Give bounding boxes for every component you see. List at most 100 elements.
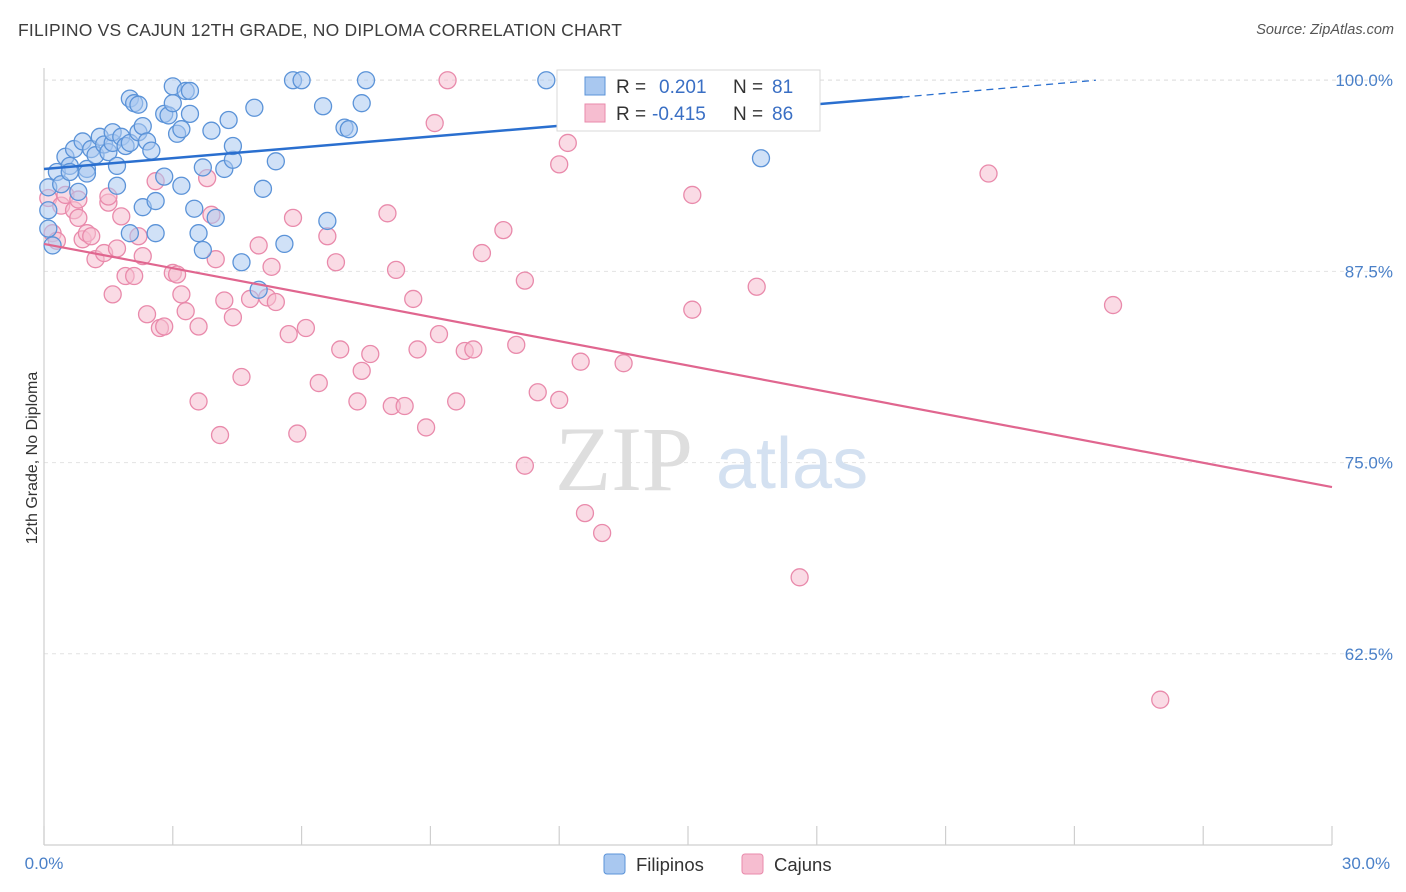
bottom-legend-swatch-cajuns <box>741 853 764 875</box>
filipinos-point <box>751 149 771 168</box>
cajuns-point <box>112 207 131 226</box>
cajuns-point <box>683 185 702 205</box>
filipinos-point <box>180 81 200 101</box>
filipinos-point <box>155 167 174 186</box>
filipinos-point <box>318 211 337 231</box>
filipinos-point <box>133 116 152 136</box>
cajuns-point <box>125 266 144 286</box>
filipinos-point <box>189 224 208 243</box>
legend-n-label-filipinos: N = <box>733 77 763 98</box>
cajuns-point <box>472 243 492 263</box>
filipinos-point <box>172 120 191 139</box>
legend-n-label-cajuns: N = <box>733 104 763 125</box>
cajuns-point <box>558 133 577 153</box>
cajuns-point <box>296 318 316 338</box>
filipinos-point <box>172 176 191 195</box>
cajuns-point <box>107 239 127 258</box>
filipinos-point <box>339 120 358 139</box>
cajuns-point <box>206 250 225 269</box>
filipinos-point <box>275 234 294 254</box>
cajuns-point <box>288 424 307 443</box>
cajuns-point <box>404 289 423 309</box>
x-tick-label-min: 0.0% <box>25 854 64 873</box>
watermark-atlas: atlas <box>716 424 868 504</box>
cajuns-point <box>395 396 414 416</box>
cajuns-point <box>438 71 457 90</box>
cajuns-point <box>249 236 268 255</box>
legend-n-value-cajuns: 86 <box>772 104 793 125</box>
cajuns-point <box>137 305 157 324</box>
correlation-legend: R = 0.201 N = 81 R = -0.415 N = 86 <box>556 69 821 132</box>
cajuns-point <box>348 392 367 411</box>
filipinos-point <box>313 97 333 116</box>
cajuns-point <box>103 285 122 304</box>
filipinos-point <box>193 240 213 260</box>
filipinos-point <box>107 176 127 195</box>
filipinos-point <box>129 95 148 114</box>
x-tick-label-max: 30.0% <box>1342 854 1390 873</box>
cajuns-point <box>408 340 427 359</box>
cajuns-point <box>189 392 208 411</box>
cajuns-point <box>614 354 633 373</box>
cajuns-point <box>1151 690 1170 709</box>
filipinos-point <box>356 71 376 90</box>
cajuns-point <box>283 208 303 228</box>
filipinos-point <box>232 253 251 272</box>
gridlines <box>44 79 1390 655</box>
cajuns-point <box>1103 295 1123 315</box>
cajuns-point <box>979 164 998 183</box>
filipinos-point <box>537 71 556 90</box>
filipinos-point <box>352 94 371 113</box>
legend-swatch-cajuns <box>584 103 606 123</box>
bottom-legend-swatch-filipinos <box>603 853 626 875</box>
cajuns-point <box>429 324 449 344</box>
filipinos-point <box>223 136 243 156</box>
cajuns-point <box>279 324 298 344</box>
filipinos-point <box>163 94 182 113</box>
cajuns-point <box>262 257 281 276</box>
cajuns-point <box>210 425 230 445</box>
trend-line-cajuns <box>43 242 1333 489</box>
filipinos-point <box>180 104 200 124</box>
cajuns-point <box>172 285 191 304</box>
cajuns-point <box>189 317 208 336</box>
cajuns-point <box>575 503 595 523</box>
cajuns-point <box>790 568 809 587</box>
watermark: ZIP atlas <box>555 408 868 510</box>
cajuns-point <box>361 344 380 364</box>
filipinos-point <box>77 164 97 183</box>
y-tick-label: 75.0% <box>1345 454 1393 473</box>
filipinos-point <box>142 141 161 160</box>
filipinos-point <box>185 199 204 218</box>
cajuns-point <box>215 291 234 310</box>
legend-r-label-cajuns: R = <box>616 104 646 125</box>
cajuns-point <box>331 340 350 359</box>
cajuns-point <box>326 253 346 272</box>
cajuns-point <box>266 292 285 312</box>
filipinos-point <box>266 152 285 171</box>
cajuns-point <box>447 392 466 411</box>
legend-swatch-filipinos <box>584 76 606 96</box>
filipinos-point <box>39 219 58 238</box>
cajuns-point <box>592 523 612 543</box>
cajuns-point <box>464 340 483 359</box>
trend-line-filipinos-extension <box>902 79 1096 98</box>
y-axis-title: 12th Grade, No Diploma <box>24 372 41 545</box>
filipinos-point <box>253 179 273 198</box>
filipinos-point <box>146 224 165 243</box>
filipinos-point <box>146 191 165 211</box>
cajuns-point <box>69 208 88 228</box>
watermark-zip: ZIP <box>555 408 693 510</box>
legend-r-value-filipinos: 0.201 <box>659 77 707 98</box>
filipinos-point <box>193 158 213 177</box>
cajuns-point <box>747 277 766 296</box>
series-legend: Filipinos Cajuns <box>603 853 832 875</box>
bottom-legend-label-cajuns: Cajuns <box>774 854 832 875</box>
cajuns-point <box>223 308 243 327</box>
bottom-legend-label-filipinos: Filipinos <box>636 854 704 875</box>
chart-title: FILIPINO VS CAJUN 12TH GRADE, NO DIPLOMA… <box>18 20 623 40</box>
cajuns-point <box>133 246 152 266</box>
filipinos-point <box>39 201 58 220</box>
filipinos-point <box>120 224 140 243</box>
cajuns-point <box>318 227 337 246</box>
